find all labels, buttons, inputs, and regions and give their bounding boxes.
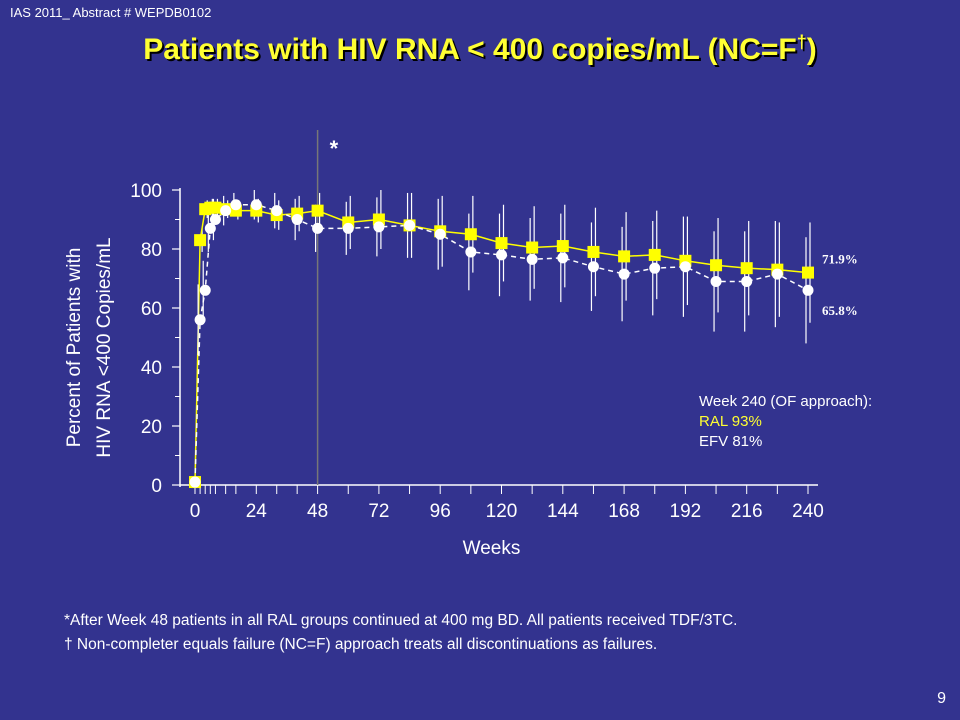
efv-data-point	[312, 222, 324, 234]
efv-data-point	[679, 261, 691, 273]
efv-data-point	[342, 222, 354, 234]
y-tick-label: 60	[141, 299, 162, 320]
efv-data-point	[404, 219, 416, 231]
efv-data-point	[802, 284, 814, 296]
y-tick-label: 0	[151, 476, 162, 497]
x-tick-label: 192	[670, 501, 702, 522]
efv-data-point	[189, 476, 201, 488]
week240-heading: Week 240 (OF approach):	[699, 393, 873, 410]
efv-data-point	[710, 275, 722, 287]
efv-data-point	[271, 205, 283, 217]
ral-end-label: 71.9%	[822, 251, 858, 266]
efv-data-point	[209, 214, 221, 225]
ral-data-point	[648, 248, 661, 261]
efv-data-point	[250, 199, 262, 211]
efv-data-point	[496, 249, 507, 261]
y-tick-label: 40	[141, 358, 162, 379]
abstract-reference: IAS 2011_ Abstract # WEPDB0102	[10, 5, 212, 20]
efv-data-point	[373, 221, 385, 233]
y-tick-label: 80	[141, 240, 162, 261]
ral-data-point	[194, 234, 207, 247]
x-tick-label: 168	[608, 501, 640, 522]
dagger-footnote: † Non-completer equals failure (NC=F) ap…	[64, 636, 658, 653]
ral-data-point	[495, 237, 508, 250]
ral-data-point	[710, 259, 723, 272]
efv-data-point	[771, 268, 783, 280]
x-axis-title: Weeks	[463, 538, 521, 559]
x-tick-label: 48	[307, 501, 328, 522]
ral-data-point	[740, 262, 753, 275]
ral-data-point	[556, 240, 569, 253]
efv-data-point	[291, 214, 303, 225]
page-title: Patients with HIV RNA < 400 copies/mL (N…	[0, 32, 960, 67]
ral-data-point	[250, 204, 263, 217]
y-tick-label: 100	[130, 181, 162, 202]
ral-data-point	[209, 201, 222, 214]
title-text: Patients with HIV RNA < 400 copies/mL (N…	[143, 33, 797, 66]
efv-data-point	[220, 205, 232, 217]
y-tick-label: 20	[141, 417, 162, 438]
ral-data-point	[587, 245, 600, 258]
efv-data-point	[465, 246, 477, 258]
y-axis-title-line2: HIV RNA <400 Copies/mL	[94, 237, 115, 457]
title-dagger: †	[796, 32, 807, 52]
x-tick-label: 96	[430, 501, 451, 522]
ral-data-point	[618, 250, 631, 263]
x-tick-label: 216	[731, 501, 763, 522]
x-tick-label: 120	[486, 501, 518, 522]
week240-annotation: Week 240 (OF approach): RAL 93% EFV 81%	[699, 392, 872, 452]
x-tick-label: 144	[547, 501, 579, 522]
ral-data-point	[311, 204, 324, 217]
efv-data-point	[741, 275, 753, 287]
efv-data-point	[557, 252, 569, 264]
x-tick-label: 24	[246, 501, 268, 522]
ral-result: RAL 93%	[699, 413, 762, 430]
efv-data-point	[204, 222, 216, 234]
x-tick-label: 0	[190, 501, 201, 522]
ral-data-point	[464, 228, 477, 241]
ral-data-point	[802, 266, 814, 279]
efv-data-point	[434, 228, 446, 240]
efv-data-point	[649, 262, 661, 274]
efv-result: EFV 81%	[699, 433, 763, 450]
efv-data-point	[526, 253, 538, 265]
efv-data-point	[230, 199, 242, 211]
efv-data-point	[587, 261, 599, 273]
reference-asterisk: *	[330, 136, 339, 161]
asterisk-footnote: *After Week 48 patients in all RAL group…	[64, 612, 738, 629]
ral-data-point	[526, 241, 539, 254]
efv-data-point	[194, 314, 206, 326]
ral-data-point	[679, 254, 692, 267]
y-axis-title-line1: Percent of Patients with	[64, 248, 85, 448]
x-tick-label: 72	[368, 501, 389, 522]
efv-data-point	[618, 268, 630, 280]
page-number: 9	[937, 690, 946, 707]
x-tick-label: 240	[792, 501, 824, 522]
efv-end-label: 65.8%	[822, 303, 858, 318]
footnotes: *After Week 48 patients in all RAL group…	[64, 609, 737, 657]
title-close: )	[806, 33, 817, 66]
efv-data-point	[199, 284, 211, 296]
